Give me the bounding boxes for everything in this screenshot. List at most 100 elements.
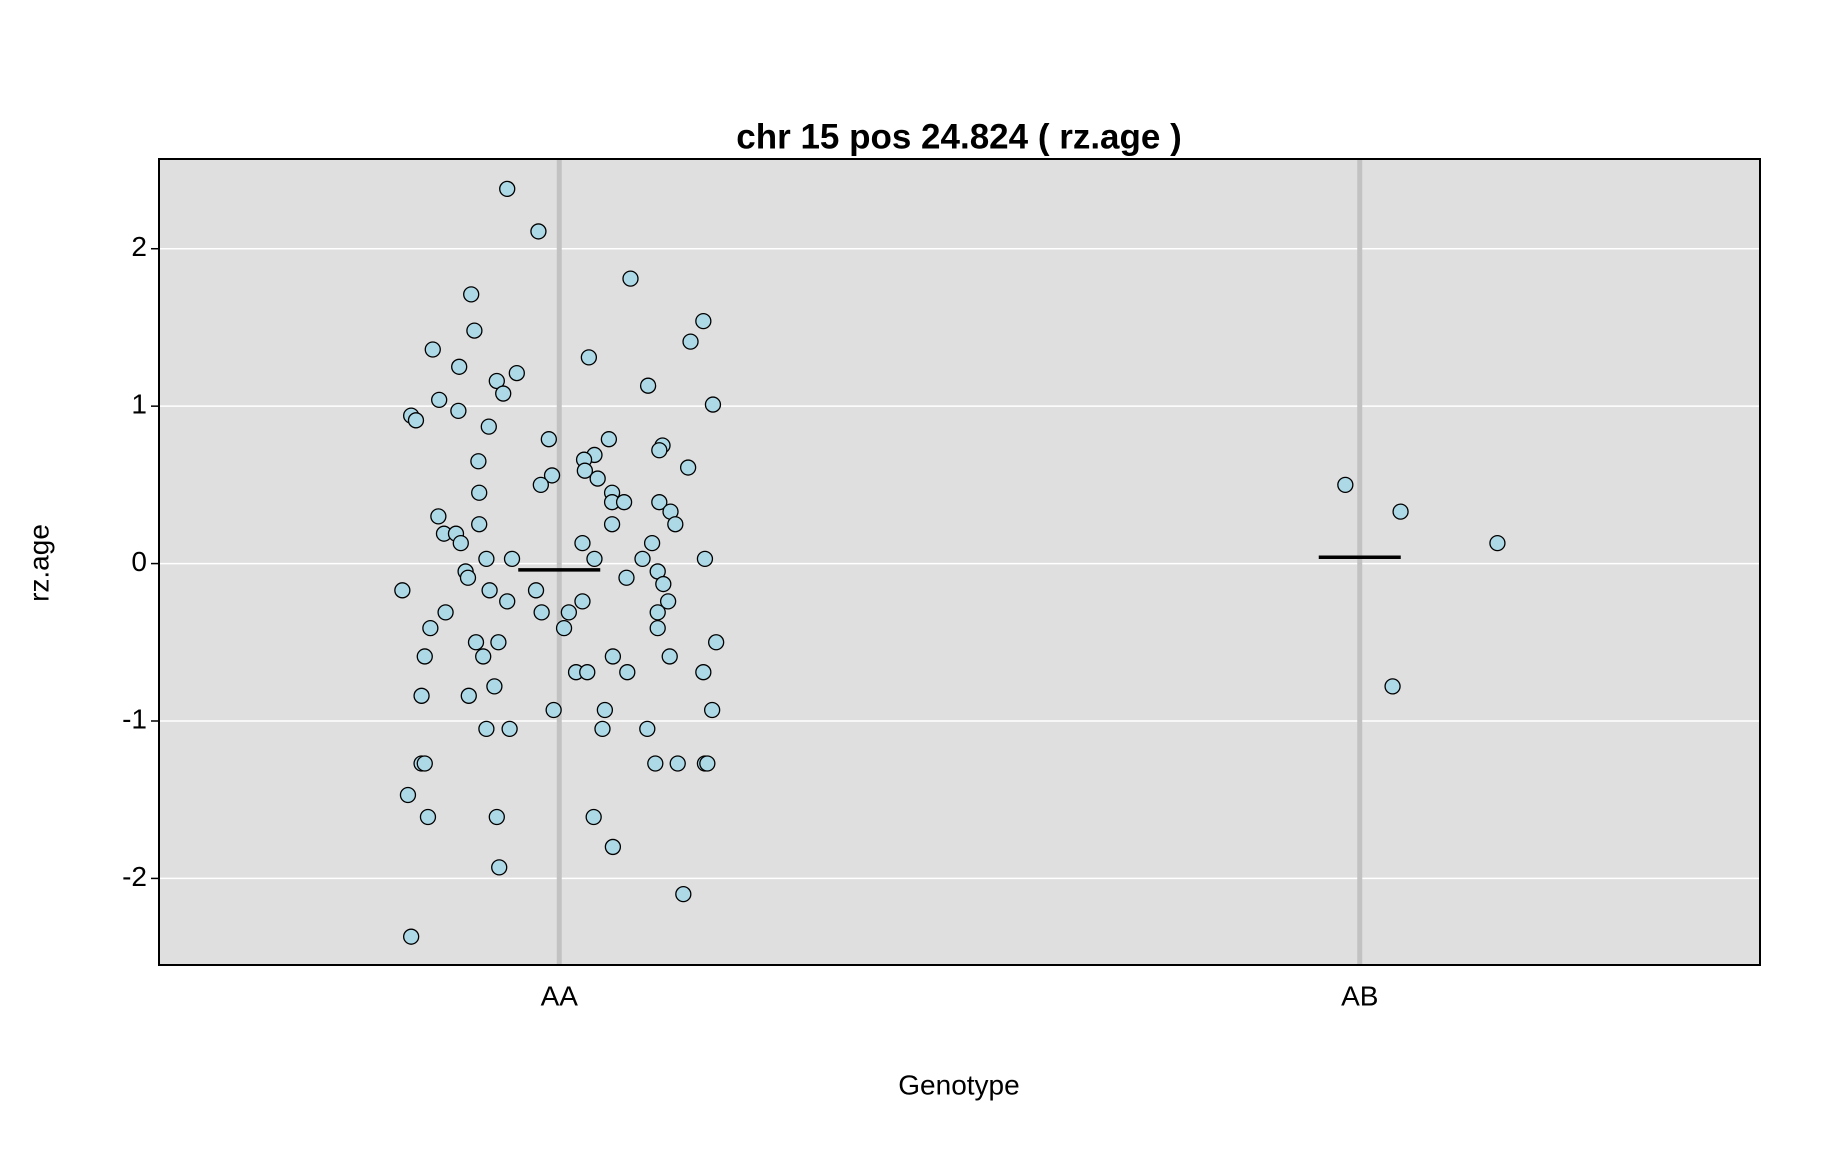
point — [682, 333, 699, 350]
plot-background — [159, 159, 1760, 965]
chart-title: chr 15 pos 24.824 ( rz.age ) — [736, 117, 1181, 156]
point — [430, 508, 447, 525]
point — [466, 322, 483, 339]
point — [540, 431, 557, 448]
point — [703, 701, 721, 719]
point — [639, 377, 657, 394]
point — [600, 431, 618, 448]
point — [649, 619, 666, 637]
point — [407, 412, 425, 429]
point — [594, 720, 611, 738]
point — [596, 701, 614, 719]
point — [499, 593, 516, 610]
point — [585, 808, 602, 826]
point — [543, 467, 561, 484]
point — [622, 270, 639, 287]
point — [579, 664, 596, 681]
x-tick-label: AB — [1341, 980, 1378, 1011]
point — [491, 859, 508, 876]
point — [618, 569, 635, 586]
point — [1384, 678, 1401, 695]
point — [675, 886, 692, 903]
point — [619, 664, 636, 681]
point — [530, 223, 547, 240]
point — [586, 550, 603, 568]
point — [424, 341, 441, 358]
point — [403, 928, 420, 945]
point — [488, 808, 505, 826]
point — [604, 838, 622, 856]
point — [695, 312, 712, 330]
y-tick-label: 1 — [131, 389, 147, 420]
point — [486, 678, 503, 695]
point — [471, 516, 488, 533]
point — [667, 516, 684, 533]
point — [471, 484, 488, 501]
point — [699, 755, 716, 772]
x-tick-label: AA — [541, 980, 579, 1011]
point — [651, 442, 668, 459]
point — [603, 516, 621, 533]
point — [475, 648, 492, 665]
point — [647, 755, 664, 772]
point — [532, 476, 549, 494]
y-tick-label: -1 — [122, 703, 147, 734]
point — [555, 619, 573, 637]
point — [1337, 476, 1354, 494]
point — [470, 453, 487, 470]
point — [503, 550, 521, 568]
point — [508, 364, 525, 382]
point — [615, 494, 633, 511]
point — [481, 582, 498, 599]
point — [639, 720, 656, 738]
point — [495, 385, 512, 402]
point — [422, 619, 439, 637]
point — [413, 687, 430, 704]
plot-frame — [158, 158, 1761, 966]
point — [394, 582, 411, 599]
point — [580, 349, 598, 366]
point — [533, 604, 550, 621]
point — [460, 687, 477, 704]
point — [669, 755, 686, 772]
point — [576, 462, 594, 479]
point — [604, 648, 622, 665]
point — [480, 418, 497, 435]
point — [545, 701, 562, 719]
point — [452, 534, 469, 552]
point — [651, 494, 668, 511]
point — [634, 550, 651, 568]
y-tick-label: 2 — [131, 231, 147, 262]
point — [574, 534, 591, 552]
point — [679, 459, 697, 476]
point — [527, 582, 545, 599]
point — [655, 575, 672, 593]
point — [661, 648, 678, 665]
point — [649, 604, 666, 621]
point — [419, 808, 437, 826]
point — [696, 550, 714, 568]
point — [574, 593, 591, 610]
point — [416, 755, 433, 772]
point — [488, 372, 505, 390]
point — [478, 720, 495, 738]
y-tick-label: -2 — [122, 861, 147, 892]
point — [704, 396, 722, 413]
point — [1489, 534, 1506, 552]
point — [450, 402, 467, 420]
point — [499, 180, 516, 198]
point — [478, 550, 495, 568]
point — [490, 634, 507, 651]
point — [589, 470, 606, 487]
point — [416, 648, 433, 665]
point — [501, 720, 518, 738]
point — [1392, 503, 1409, 520]
point — [431, 391, 448, 409]
point — [451, 358, 468, 375]
y-axis-label: rz.age — [23, 524, 54, 602]
point — [659, 593, 677, 610]
point — [560, 604, 578, 621]
point — [437, 604, 454, 621]
point — [695, 664, 712, 681]
